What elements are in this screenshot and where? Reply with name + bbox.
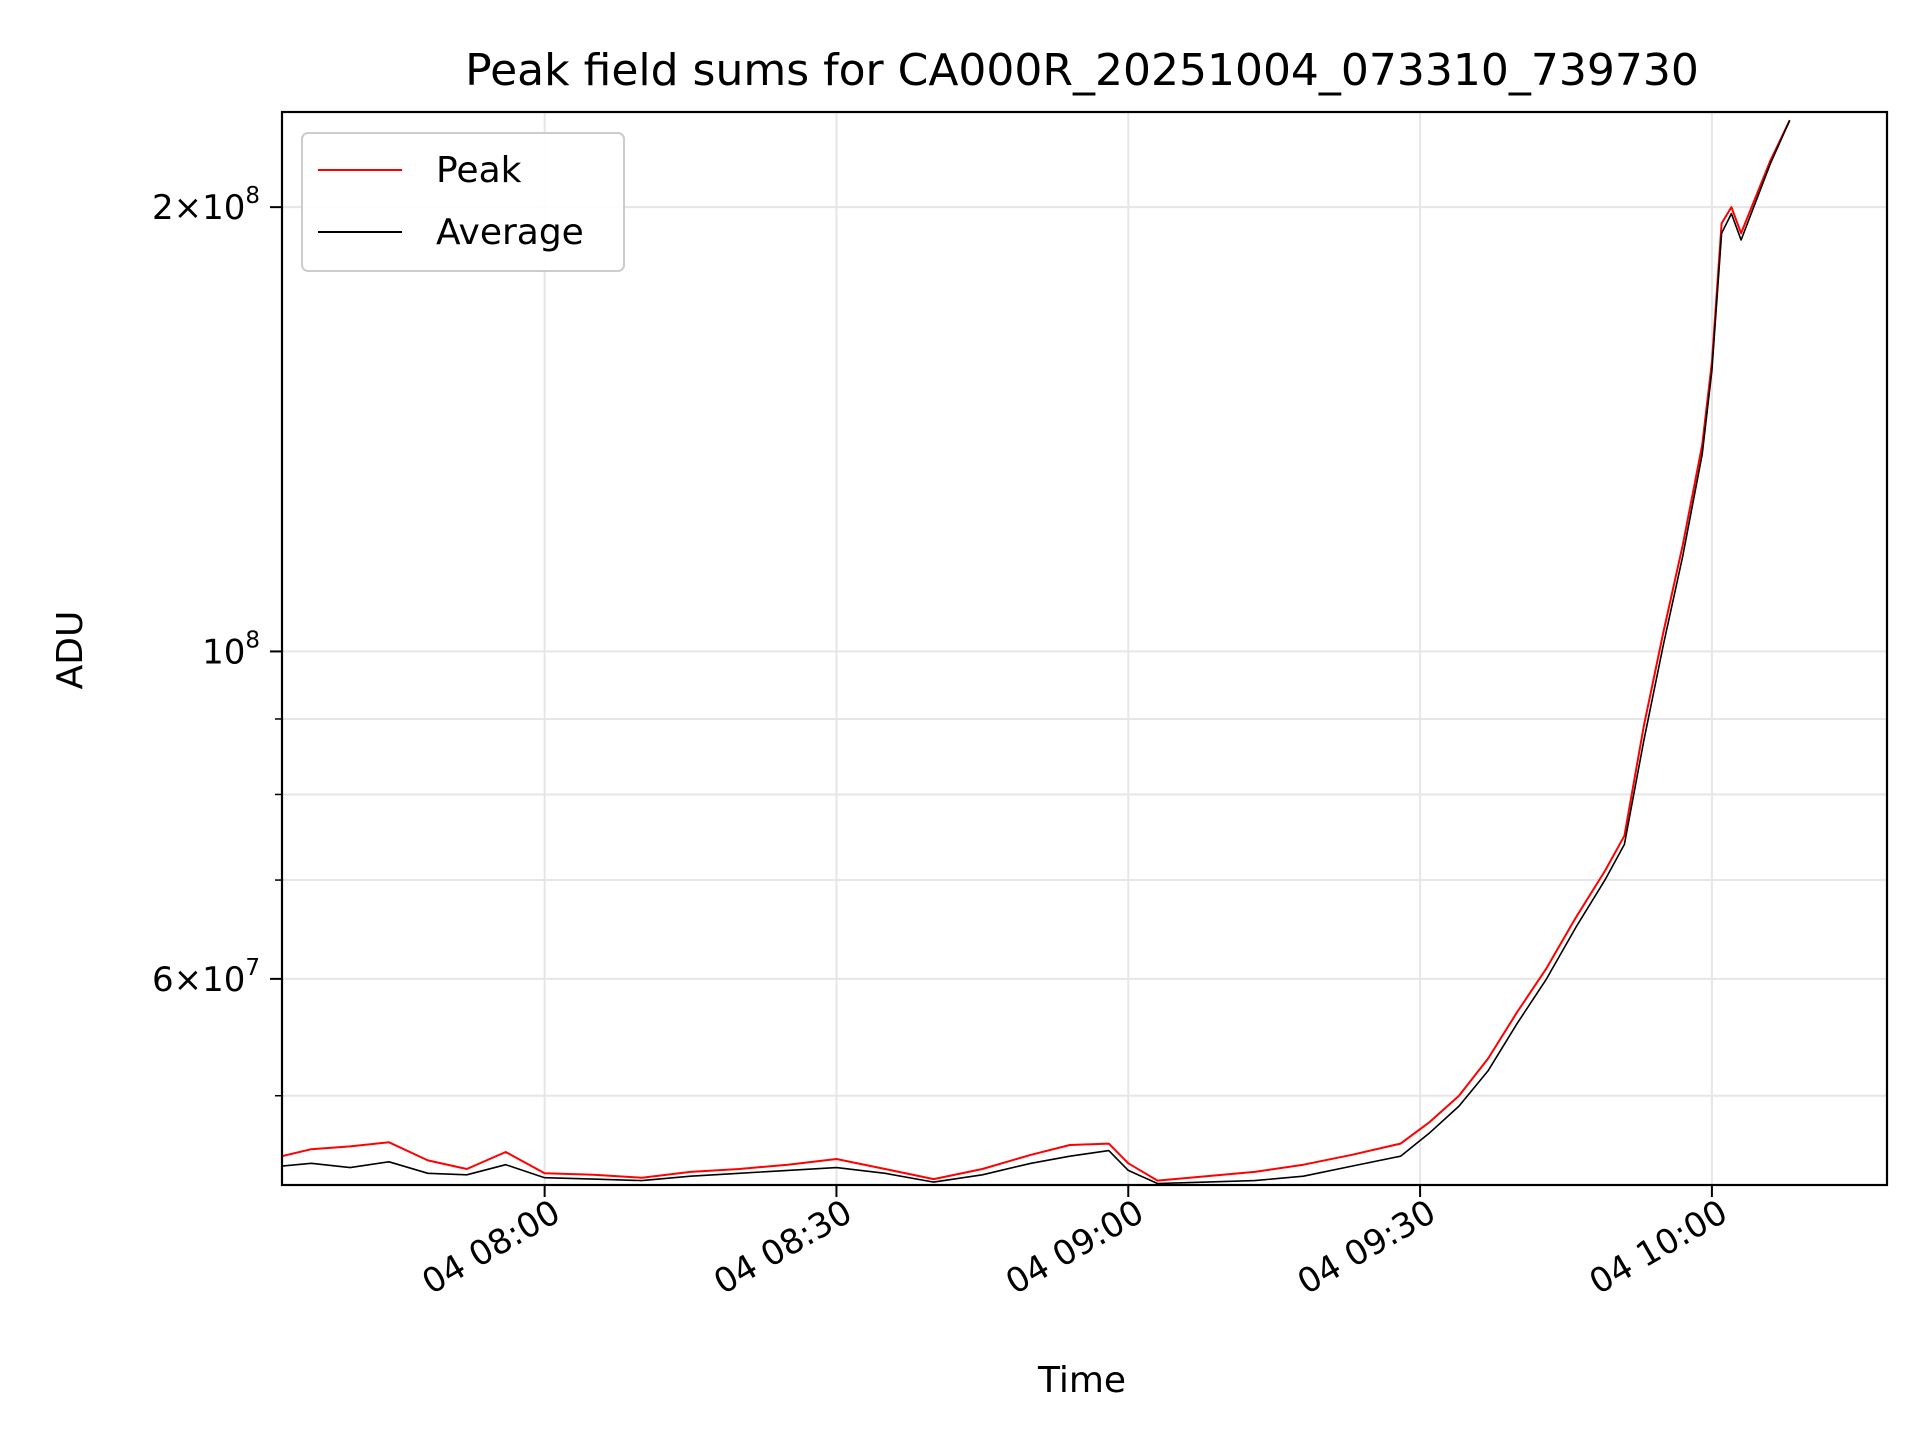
y-axis-label: ADU (50, 611, 91, 690)
plot-area: 04 08:00 04 08:30 04 09:00 04 09:30 04 10:00… (152, 110, 1889, 1303)
series-line-average (282, 119, 1791, 1185)
plot-background (282, 112, 1887, 1185)
legend: Peak Average (301, 132, 625, 272)
x-axis-label: Time (1037, 1360, 1126, 1401)
legend-label-peak: Peak (436, 150, 522, 191)
series-line-peak (282, 119, 1791, 1182)
legend-label-average: Average (436, 212, 584, 253)
y-tick-label: 108 (202, 627, 260, 672)
legend-box (301, 132, 625, 272)
y-tick-label: 6×107 (152, 955, 260, 1000)
chart-title: Peak field sums for CA000R_20251004_0733… (465, 45, 1699, 96)
axes-frame (280, 110, 1889, 1187)
y-tick-label: 2×108 (152, 183, 260, 228)
